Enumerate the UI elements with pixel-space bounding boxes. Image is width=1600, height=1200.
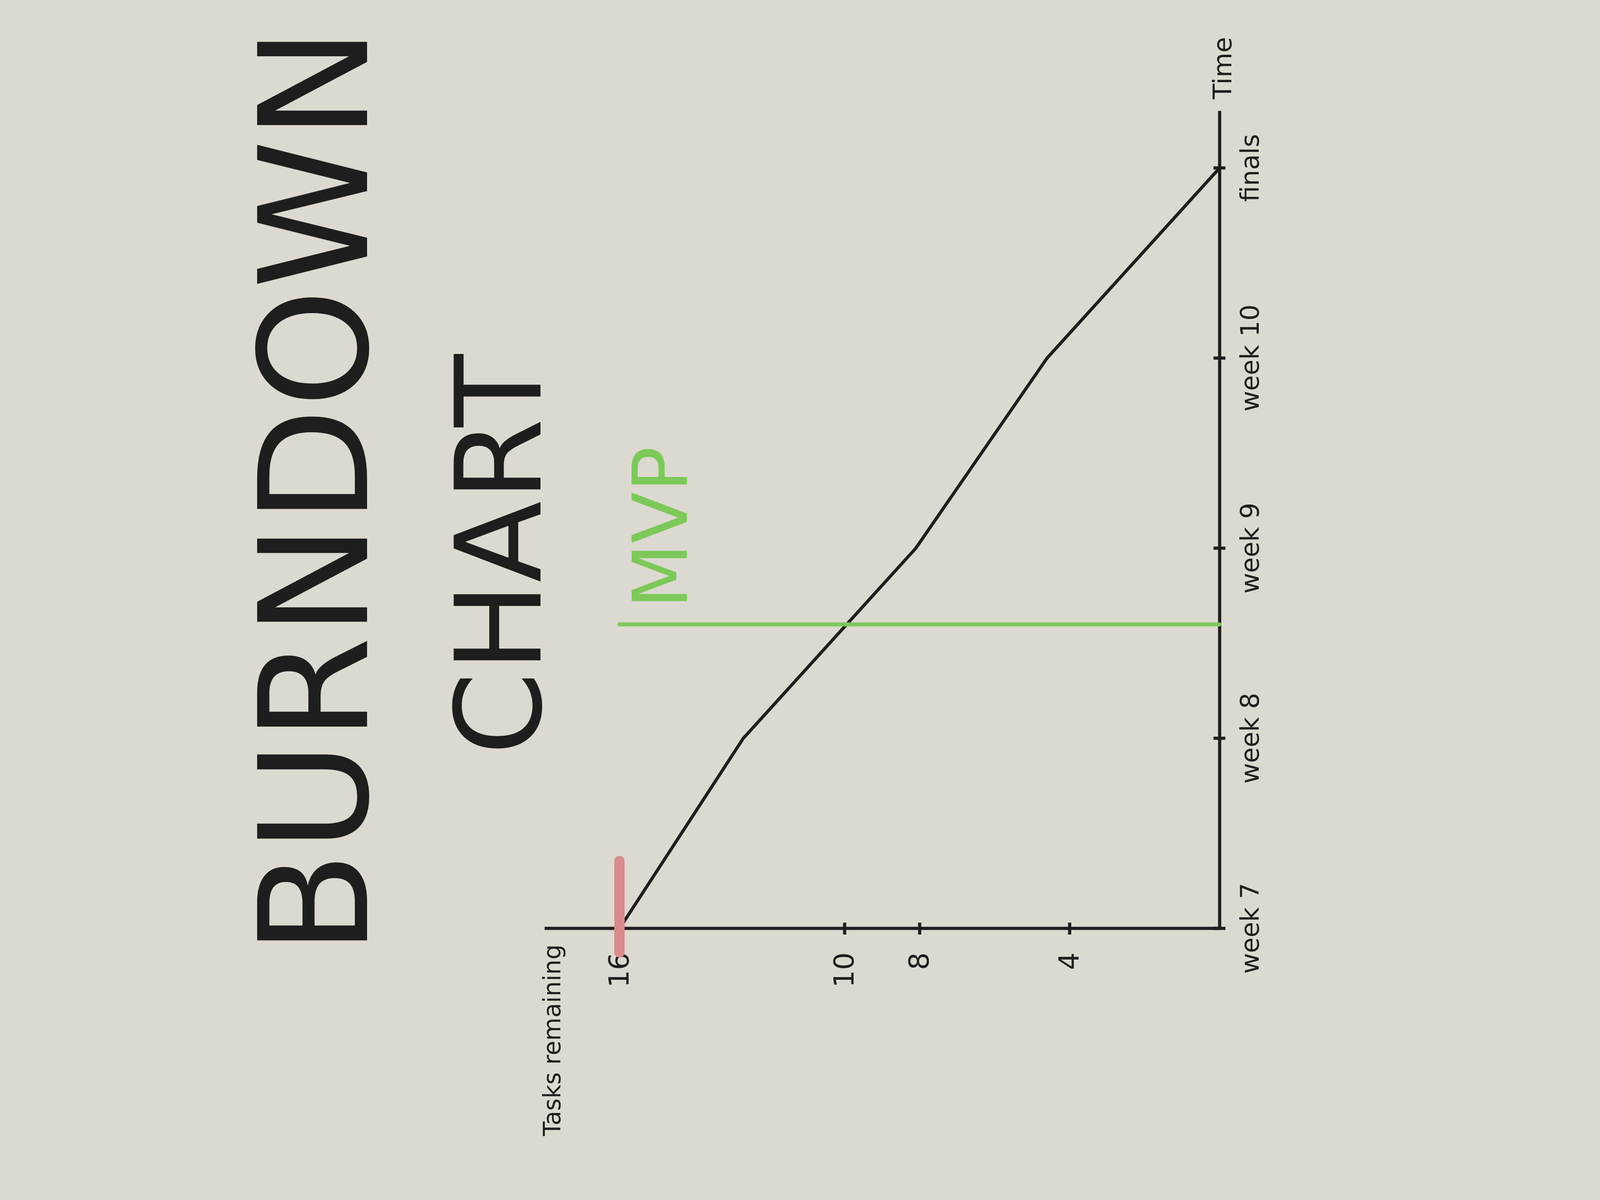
rotated-chart: BURNDOWNCHART week 7 week 8 week 9 week 10 fi… xyxy=(226,26,1265,1137)
x-axis-title: Time xyxy=(1207,36,1238,100)
x-tick: week 10 xyxy=(1213,304,1265,412)
x-tick-mark xyxy=(1213,356,1226,360)
burndown-line xyxy=(619,168,1220,929)
x-tick: week 9 xyxy=(1213,502,1265,594)
x-tick: finals xyxy=(1213,134,1265,202)
title: BURNDOWNCHART xyxy=(226,26,569,956)
x-tick-label: week 10 xyxy=(1235,304,1265,412)
y-axis-line xyxy=(544,926,1220,931)
y-tick-mark xyxy=(918,922,922,935)
y-tick-mark xyxy=(843,922,847,935)
y-tick: 8 xyxy=(902,922,936,971)
chart: BURNDOWNCHART week 7 week 8 week 9 week 10 fi… xyxy=(0,0,1600,1200)
background xyxy=(0,0,1600,1200)
x-tick-label: week 8 xyxy=(1235,692,1265,784)
y-tick: 4 xyxy=(1052,922,1086,971)
y-axis-title: Tasks remaining xyxy=(538,944,566,1137)
mvp-label: MVP xyxy=(617,446,705,609)
x-axis-line xyxy=(1218,111,1222,929)
y-tick: 10 xyxy=(827,922,861,988)
y-tick-label: 4 xyxy=(1052,952,1086,971)
x-tick-mark xyxy=(1213,736,1226,740)
mvp-line xyxy=(619,622,1220,627)
y-tick-label: 8 xyxy=(902,952,936,971)
x-tick-label: finals xyxy=(1235,134,1265,202)
x-tick-label: week 7 xyxy=(1235,882,1265,974)
y-axis: 4 8 10 16 xyxy=(544,922,1220,988)
annotations: MVP xyxy=(617,446,1220,953)
plot-area xyxy=(619,168,1220,929)
x-tick-mark xyxy=(1213,546,1226,550)
y-tick-label: 16 xyxy=(602,952,636,988)
start-mark xyxy=(614,861,625,953)
y-tick-label: 10 xyxy=(827,952,861,988)
y-tick-mark xyxy=(1068,922,1072,935)
x-tick: week 8 xyxy=(1213,692,1265,784)
x-axis: week 7 week 8 week 9 week 10 finals xyxy=(1213,111,1265,975)
x-tick-label: week 9 xyxy=(1235,502,1265,594)
x-tick: week 7 xyxy=(1213,882,1265,974)
